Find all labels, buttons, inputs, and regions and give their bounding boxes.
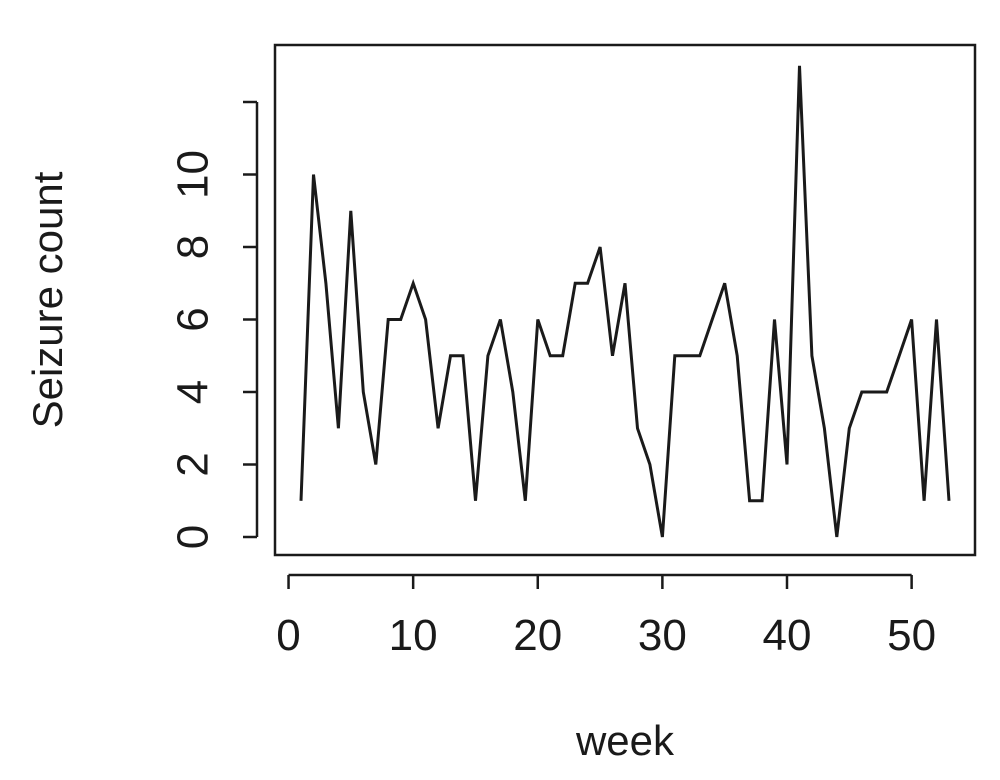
x-tick-label: 0 (276, 611, 300, 660)
y-axis-title: Seizure count (24, 171, 71, 428)
plot-area-frame (273, 43, 977, 557)
x-tick-label: 30 (638, 611, 687, 660)
y-tick-label: 0 (169, 525, 218, 549)
x-tick-label: 10 (389, 611, 438, 660)
y-axis: 0 2 4 6 8 10 (169, 100, 259, 549)
y-tick-label: 8 (169, 235, 218, 259)
y-tick-label: 6 (169, 307, 218, 331)
x-tick-label: 50 (887, 611, 936, 660)
series-layer (299, 65, 951, 538)
series-line (299, 65, 951, 538)
x-tick-label: 20 (513, 611, 562, 660)
y-tick-label: 2 (169, 452, 218, 476)
x-axis-title: week (575, 717, 675, 764)
x-tick-label: 40 (763, 611, 812, 660)
y-tick-label: 10 (169, 150, 218, 199)
y-tick-label: 4 (169, 380, 218, 404)
x-axis: 0 10 20 30 40 50 (276, 573, 936, 660)
